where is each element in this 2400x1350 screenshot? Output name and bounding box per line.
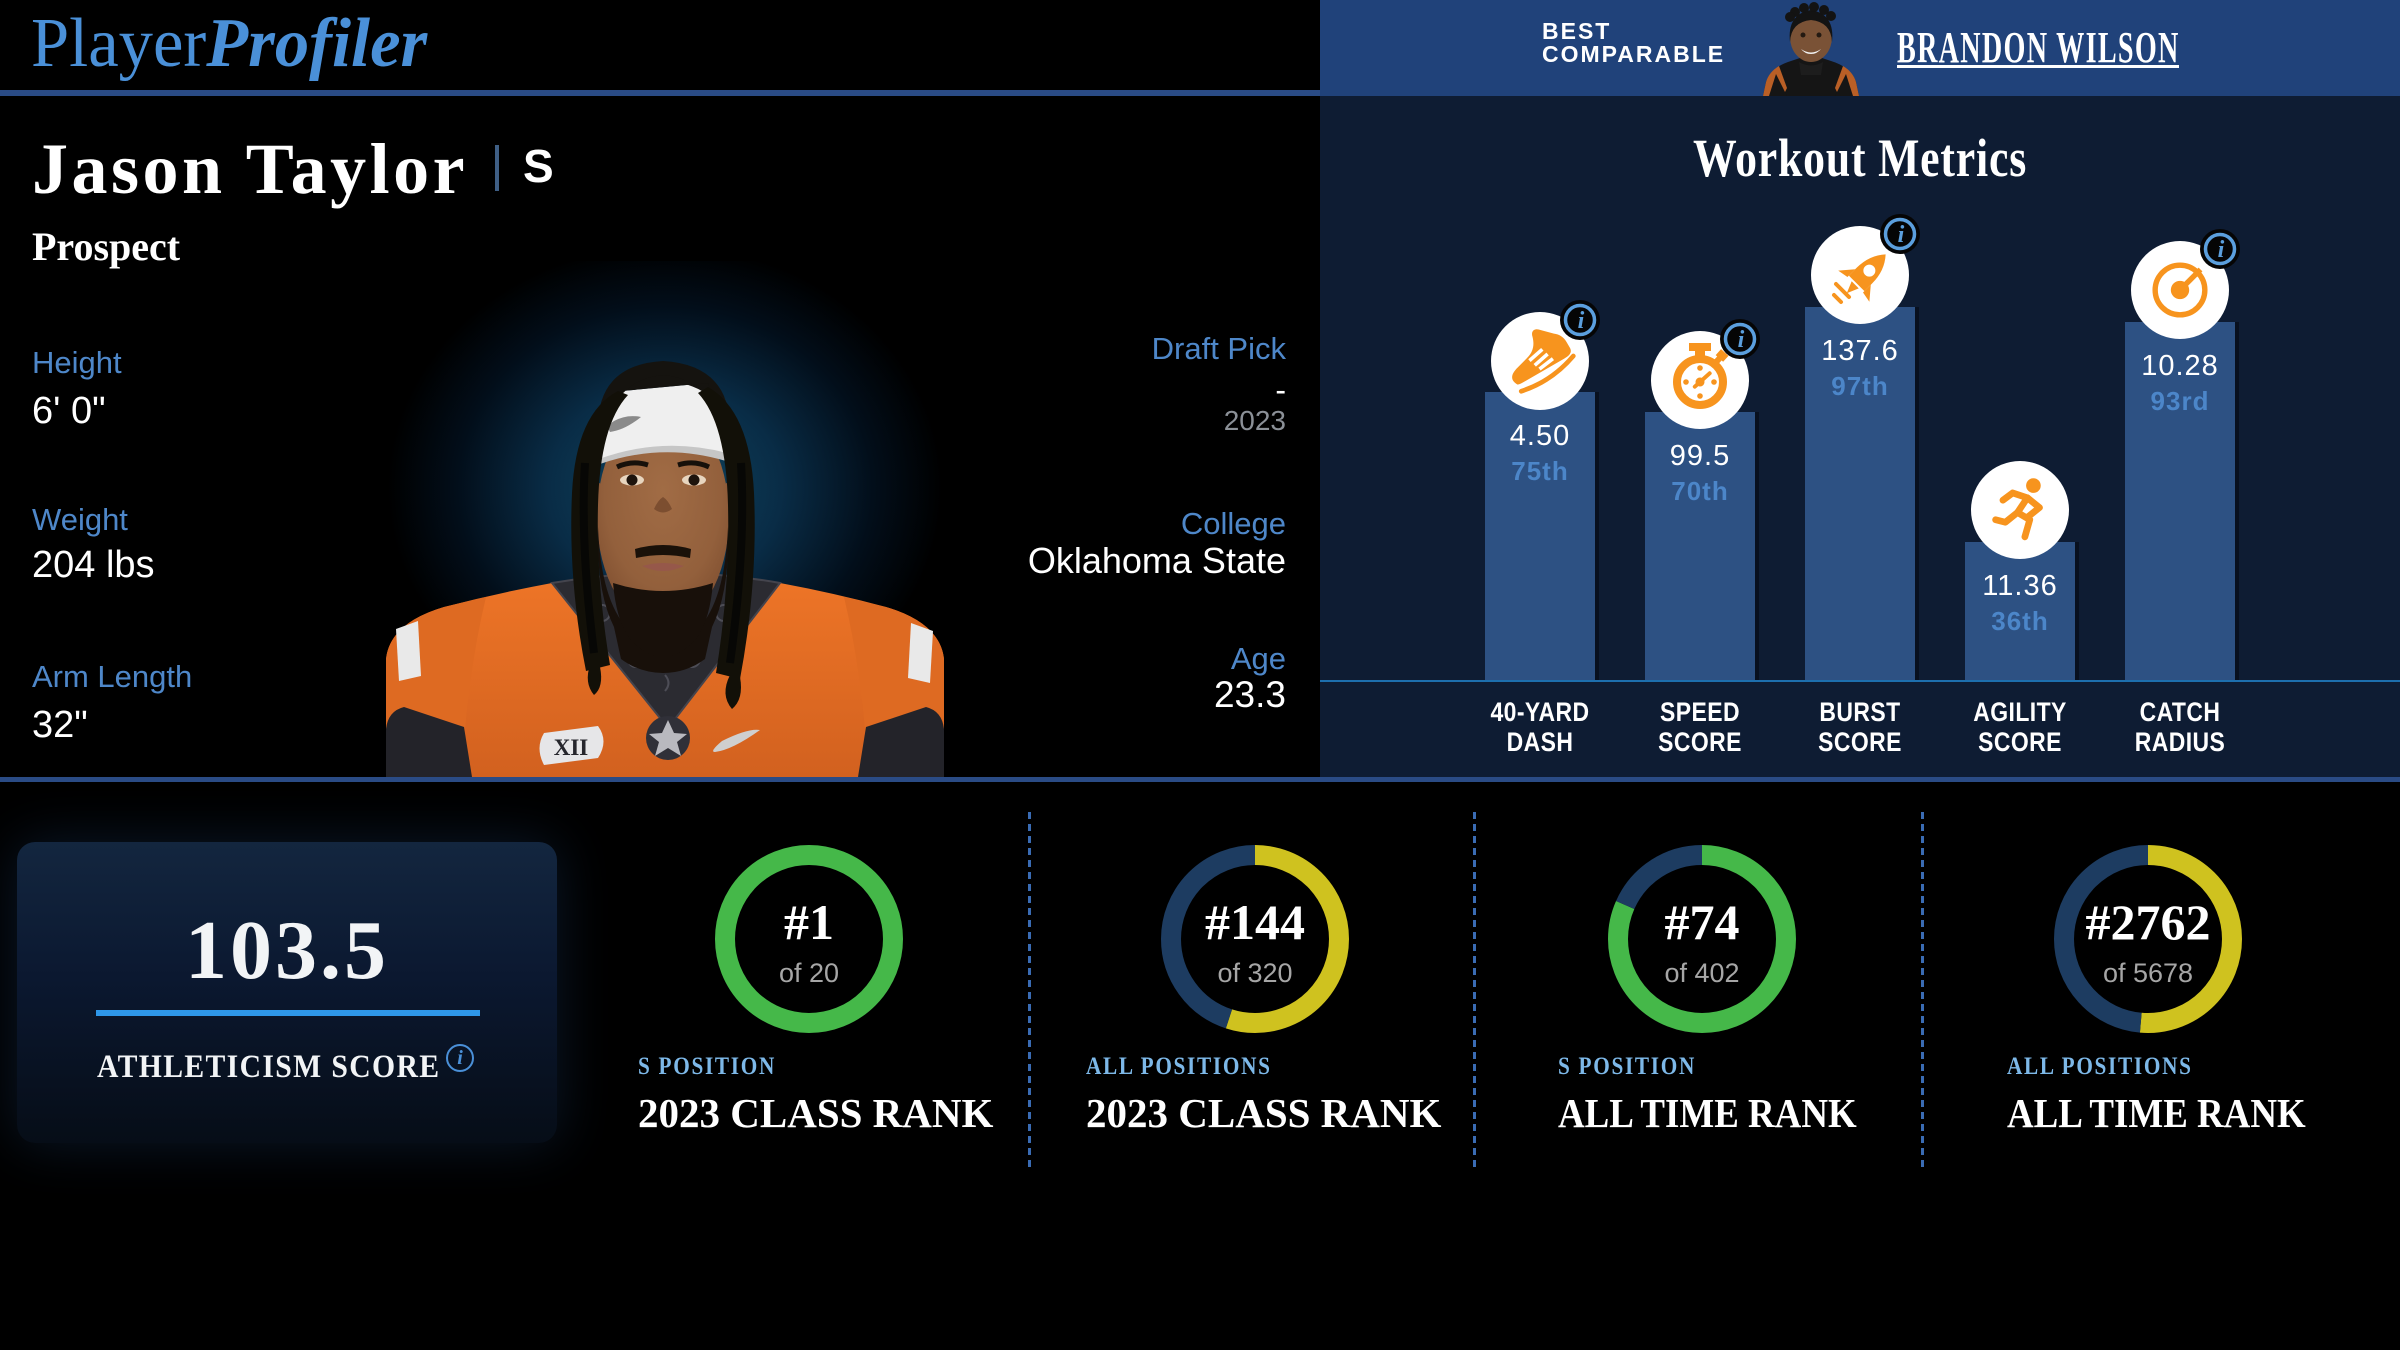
svg-text:i: i [1578,308,1585,334]
svg-text:XII: XII [554,735,589,760]
svg-text:i: i [2218,237,2225,263]
svg-text:i: i [1898,222,1905,248]
svg-text:i: i [1738,327,1745,353]
